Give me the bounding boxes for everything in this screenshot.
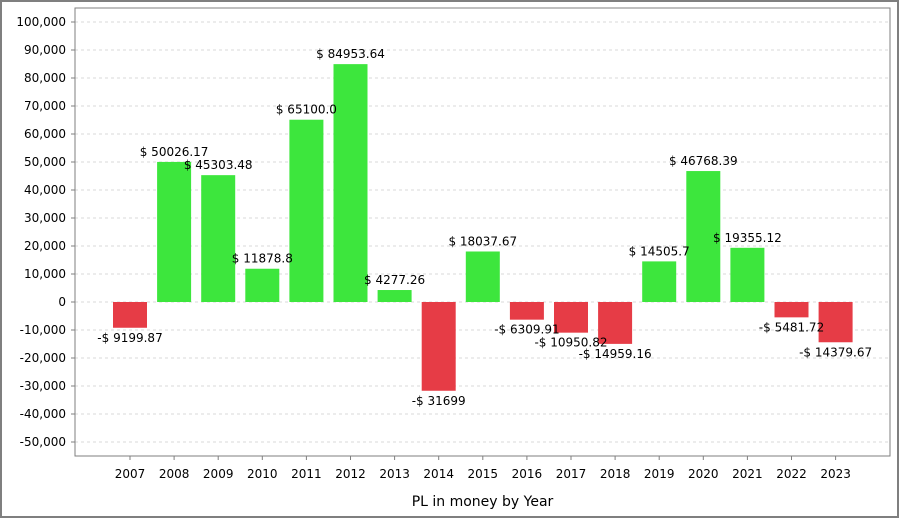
bar-2017[interactable] — [554, 302, 588, 333]
bar-2012[interactable] — [333, 64, 368, 302]
x-tick-label-2023: 2023 — [820, 467, 851, 481]
x-tick-label-2019: 2019 — [644, 467, 675, 481]
bar-2014[interactable] — [421, 302, 456, 391]
data-label-2013: $ 4277.26 — [364, 273, 425, 287]
x-tick-label-2013: 2013 — [379, 467, 410, 481]
data-label-2019: $ 14505.7 — [629, 244, 690, 258]
data-labels: -$ 9199.87 $ 50026.17$ 45303.48 $ 11878.8 $… — [97, 47, 872, 408]
y-tick-label: -30,000 — [20, 379, 66, 393]
bar-2022[interactable] — [774, 302, 809, 318]
y-tick-label: 70,000 — [24, 99, 66, 113]
x-tick-label-2021: 2021 — [732, 467, 763, 481]
bars — [113, 64, 853, 391]
x-tick-label-2022: 2022 — [776, 467, 807, 481]
y-tick-label: 0 — [58, 295, 66, 309]
x-tick-label-2016: 2016 — [512, 467, 543, 481]
bar-2023[interactable] — [818, 302, 853, 343]
data-label-2008: $ 50026.17 — [140, 145, 209, 159]
bar-2020[interactable] — [686, 171, 721, 302]
x-tick-label-2011: 2011 — [291, 467, 322, 481]
data-label-2010: $ 11878.8 — [232, 252, 293, 266]
x-tick-label-2015: 2015 — [468, 467, 499, 481]
y-tick-label: 30,000 — [24, 211, 66, 225]
data-label-2015: $ 18037.67 — [448, 234, 517, 248]
y-tick-label: -10,000 — [20, 323, 66, 337]
y-tick-label: 10,000 — [24, 267, 66, 281]
data-label-2007: -$ 9199.87 — [97, 331, 162, 345]
x-tick-label-2012: 2012 — [335, 467, 366, 481]
x-tick-label-2008: 2008 — [159, 467, 190, 481]
data-label-2012: $ 84953.64 — [316, 47, 385, 61]
x-tick-label-2020: 2020 — [688, 467, 719, 481]
y-tick-label: 20,000 — [24, 239, 66, 253]
y-tick-label: -20,000 — [20, 351, 66, 365]
data-label-2020: $ 46768.39 — [669, 154, 738, 168]
y-tick-label: 60,000 — [24, 127, 66, 141]
bar-2010[interactable] — [245, 268, 280, 302]
y-tick-label: 50,000 — [24, 155, 66, 169]
x-axis-title: PL in money by Year — [412, 494, 554, 510]
x-tick-label-2007: 2007 — [115, 467, 146, 481]
x-tick-label-2018: 2018 — [600, 467, 631, 481]
y-tick-label: -50,000 — [20, 435, 66, 449]
y-tick-label: -40,000 — [20, 407, 66, 421]
x-axis: 2007 2008 2009 2010 2011 2012 2013 2014 2015 2016… — [115, 456, 851, 481]
data-label-2021: $ 19355.12 — [713, 231, 782, 245]
bar-2019[interactable] — [642, 261, 677, 302]
y-tick-label: 80,000 — [24, 71, 66, 85]
data-label-2023: -$ 14379.67 — [799, 345, 872, 359]
y-tick-label: 100,000 — [16, 15, 66, 29]
x-tick-label-2014: 2014 — [423, 467, 454, 481]
y-tick-label: 90,000 — [24, 43, 66, 57]
data-label-2011: $ 65100.0 — [276, 103, 337, 117]
x-tick-label-2010: 2010 — [247, 467, 278, 481]
bar-2013[interactable] — [377, 290, 412, 302]
bar-2015[interactable] — [465, 251, 500, 302]
data-label-2009: $ 45303.48 — [184, 158, 253, 172]
data-label-2018: -$ 14959.16 — [579, 347, 652, 361]
bar-2016[interactable] — [509, 302, 544, 320]
bar-2018[interactable] — [598, 302, 633, 344]
data-label-2022: -$ 5481.72 — [759, 320, 824, 334]
data-label-2014: -$ 31699 — [412, 394, 466, 408]
x-tick-label-2009: 2009 — [203, 467, 234, 481]
y-axis: -50,000 -40,000 -30,000 -20,000 -10,000 0 10,0… — [16, 15, 75, 449]
bar-2009[interactable] — [201, 175, 236, 302]
data-label-2017: -$ 10950.82 — [534, 336, 607, 350]
bar-2021[interactable] — [730, 247, 765, 302]
data-label-2016: -$ 6309.91 — [494, 323, 559, 337]
bar-2011[interactable] — [289, 119, 324, 302]
bar-2008[interactable] — [157, 161, 192, 302]
x-tick-label-2017: 2017 — [556, 467, 587, 481]
bar-2007[interactable] — [113, 302, 147, 328]
y-tick-label: 40,000 — [24, 183, 66, 197]
